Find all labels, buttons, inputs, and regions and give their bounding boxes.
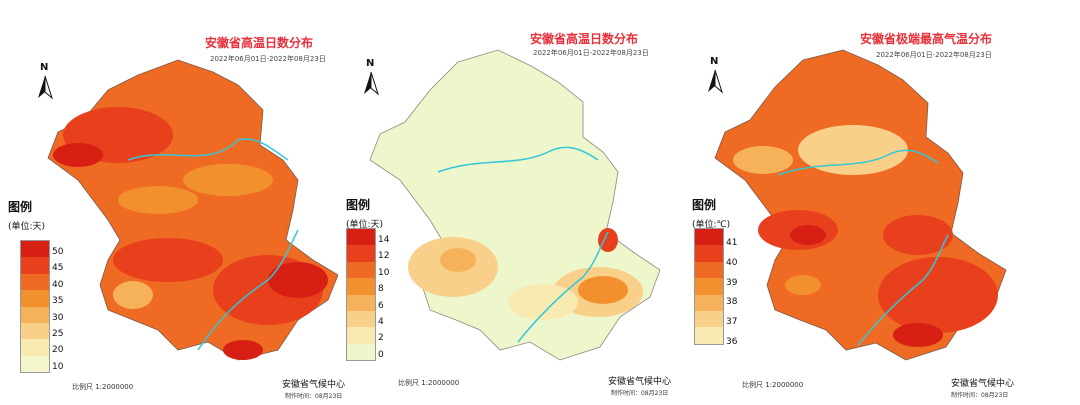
map-title: 安徽省极端最高气温分布 — [860, 32, 993, 46]
legend-tick-label: 50 — [52, 247, 64, 257]
legend-color-swatch — [347, 278, 375, 295]
panel-high-temp-days-2: 安徽省高温日数分布 2022年06月01日-2022年08月23日 N 图例 (… — [346, 0, 698, 405]
legend-unit: (单位:天) — [346, 220, 384, 230]
north-arrow-icon — [708, 69, 724, 94]
scale-text: 比例尺 1:2000000 — [72, 383, 134, 391]
legend-tick-label: 30 — [52, 312, 64, 323]
scale-text: 比例尺 1:2000000 — [742, 381, 804, 389]
north-label: N — [710, 56, 719, 67]
legend-color-swatch — [347, 245, 375, 262]
legend-color-swatch — [695, 245, 723, 262]
legend-color-swatch — [21, 322, 49, 340]
legend-color-swatch — [347, 343, 375, 361]
legend-title: 图例 — [346, 198, 371, 212]
organization: 安徽省气候中心 — [951, 379, 1015, 389]
date-range: 2022年06月01日-2022年08月23日 — [210, 55, 326, 63]
legend-color-swatch — [695, 261, 723, 279]
legend-tick-label: 10 — [52, 361, 64, 372]
organization: 安徽省气候中心 — [282, 380, 346, 390]
legend-title: 图例 — [692, 198, 717, 212]
legend-color-swatch — [21, 241, 49, 258]
legend-color-swatch — [695, 278, 723, 295]
date-range: 2022年06月01日-2022年08月23日 — [533, 49, 649, 57]
legend-color-swatch — [695, 327, 723, 344]
legend-tick-label: 12 — [378, 251, 390, 262]
legend-tick-label: 37 — [726, 317, 738, 328]
legend-color-swatch — [347, 229, 375, 246]
north-arrow: N — [34, 62, 56, 102]
legend-tick-label: 10 — [378, 267, 390, 278]
legend-color-swatch — [21, 273, 49, 291]
legend-unit: (单位:℃) — [692, 220, 731, 230]
legend-color-swatch — [21, 355, 49, 373]
legend-color-swatch — [347, 294, 375, 311]
legend: 图例 (单位:℃) — [692, 196, 730, 230]
map-title: 安徽省高温日数分布 — [530, 32, 639, 46]
legend-color-swatch — [21, 257, 49, 274]
legend-tick-label: 45 — [52, 263, 64, 274]
north-label: N — [366, 58, 375, 69]
legend-tick-label: 36 — [726, 336, 738, 347]
made-time: 制作时间：08月23日 — [951, 392, 1009, 399]
legend-tick-label: 20 — [52, 345, 64, 356]
legend-tick-label: 2 — [378, 333, 384, 344]
legend-tick-label: 35 — [52, 296, 64, 307]
made-time: 制作时间：08月23日 — [611, 390, 669, 397]
legend-tick-label: 39 — [726, 277, 738, 288]
panel-extreme-max-temp: 安徽省极端最高气温分布 2022年06月01日-2022年08月23日 N 图例… — [692, 0, 1080, 405]
scale-text: 比例尺 1:2000000 — [398, 379, 460, 387]
legend-tick-label: 0 — [378, 349, 384, 360]
legend-tick-label: 38 — [726, 297, 738, 308]
legend-tick-label: 8 — [378, 284, 384, 295]
legend-color-swatch — [695, 310, 723, 328]
legend-tick-label: 41 — [726, 238, 738, 249]
legend-color-swatch — [21, 306, 49, 323]
legend-unit: (单位:天) — [8, 222, 46, 232]
legend-color-swatch — [21, 339, 49, 356]
north-arrow: N — [360, 58, 382, 98]
legend-color-ramp — [346, 228, 376, 362]
legend-color-swatch — [347, 327, 375, 344]
legend-color-swatch — [695, 229, 723, 246]
north-arrow-icon — [38, 75, 54, 100]
legend-title: 图例 — [8, 200, 33, 214]
legend-tick-label: 40 — [726, 258, 738, 269]
anhui-map-extreme-max-temp — [714, 49, 1007, 361]
legend: 图例 (单位:天) — [346, 196, 383, 230]
legend-tick-label: 25 — [52, 329, 64, 339]
legend-tick-label: 14 — [378, 235, 390, 245]
legend-color-swatch — [347, 310, 375, 328]
anhui-map-high-temp-days-2 — [369, 49, 661, 361]
legend-tick-label: 4 — [378, 317, 384, 327]
anhui-map-high-temp-days — [47, 59, 338, 361]
organization: 安徽省气候中心 — [608, 377, 672, 387]
made-time: 制作时间：08月23日 — [285, 393, 343, 400]
north-arrow: N — [704, 56, 726, 96]
legend-color-ramp — [20, 240, 50, 374]
legend-tick-label: 40 — [52, 279, 64, 290]
legend-color-swatch — [347, 261, 375, 279]
legend-color-swatch — [21, 290, 49, 307]
date-range: 2022年06月01日-2022年08月23日 — [876, 51, 992, 59]
legend-color-swatch — [695, 294, 723, 311]
north-label: N — [40, 62, 49, 73]
panel-high-temp-days: 安徽省高温日数分布 2022年06月01日-2022年08月23日 N 图例 (… — [0, 0, 358, 405]
legend-color-ramp — [694, 228, 724, 345]
north-arrow-icon — [364, 71, 380, 96]
legend: 图例 (单位:天) — [8, 198, 45, 232]
legend-tick-label: 6 — [378, 300, 384, 311]
map-title: 安徽省高温日数分布 — [205, 36, 314, 50]
